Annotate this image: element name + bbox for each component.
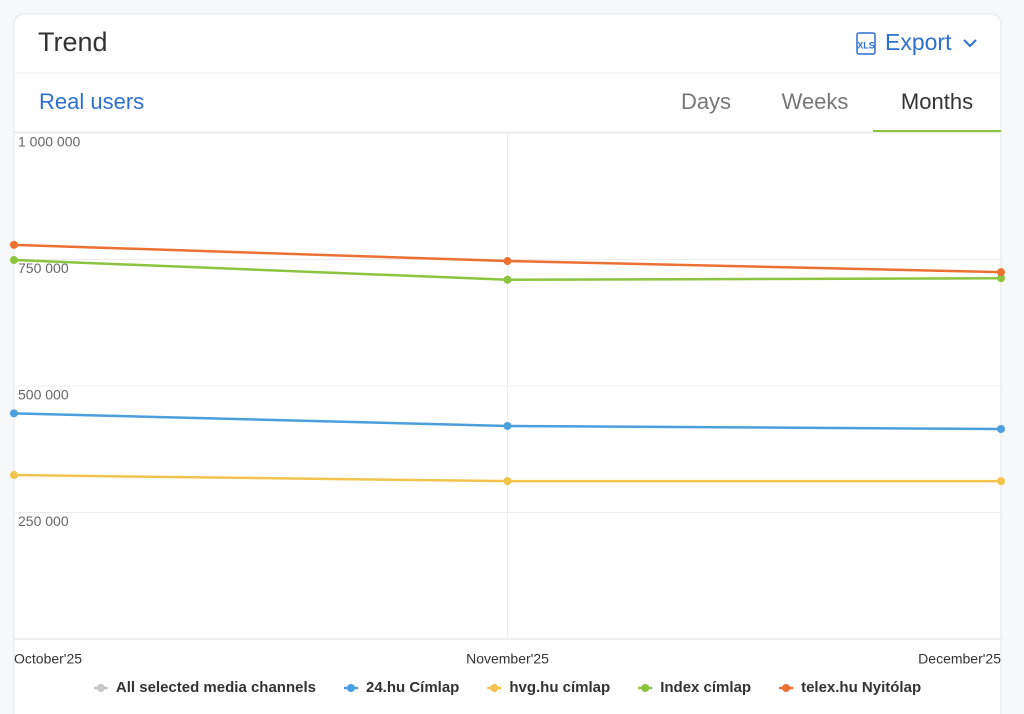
y-tick-label: 250 000 xyxy=(18,513,69,529)
point xyxy=(503,257,512,266)
point xyxy=(503,275,512,284)
tab[interactable]: Weeks xyxy=(782,89,849,114)
legend-label[interactable]: 24.hu Címlap xyxy=(366,679,459,696)
legend-label[interactable]: All selected media channels xyxy=(116,679,316,696)
point xyxy=(997,268,1005,277)
y-tick-label: 500 000 xyxy=(18,387,69,403)
x-tick-label: December'25 xyxy=(918,651,1001,667)
xls-icon xyxy=(856,32,876,55)
tab[interactable]: Days xyxy=(681,89,731,114)
xls-icon-text: XLS xyxy=(857,40,875,50)
legend-label[interactable]: Index címlap xyxy=(660,679,751,696)
y-tick-label: 750 000 xyxy=(18,260,69,276)
legend-label[interactable]: hvg.hu címlap xyxy=(509,679,610,696)
legend-label[interactable]: telex.hu Nyitólap xyxy=(801,679,921,696)
point xyxy=(10,256,18,265)
y-tick-label: 1 000 000 xyxy=(18,134,80,150)
x-tick-label: November'25 xyxy=(466,651,549,667)
legend-swatch xyxy=(641,684,650,692)
point xyxy=(10,409,18,418)
export-button[interactable]: XLS Export xyxy=(856,29,977,55)
point xyxy=(997,274,1005,283)
point xyxy=(10,240,18,249)
tab-underline xyxy=(873,130,1001,132)
tab[interactable]: Months xyxy=(901,89,973,114)
card-title: Trend xyxy=(38,27,108,57)
metric-label[interactable]: Real users xyxy=(39,89,144,114)
legend-swatch xyxy=(782,684,791,692)
point xyxy=(503,421,512,430)
chevron xyxy=(963,39,977,48)
point xyxy=(503,477,512,486)
export-label[interactable]: Export xyxy=(885,29,952,55)
point xyxy=(10,471,18,480)
legend-swatch xyxy=(96,684,105,692)
legend-swatch xyxy=(346,684,355,692)
x-tick-label: October'25 xyxy=(14,651,82,667)
legend-swatch xyxy=(490,684,499,692)
point xyxy=(997,425,1005,434)
point xyxy=(997,477,1005,486)
